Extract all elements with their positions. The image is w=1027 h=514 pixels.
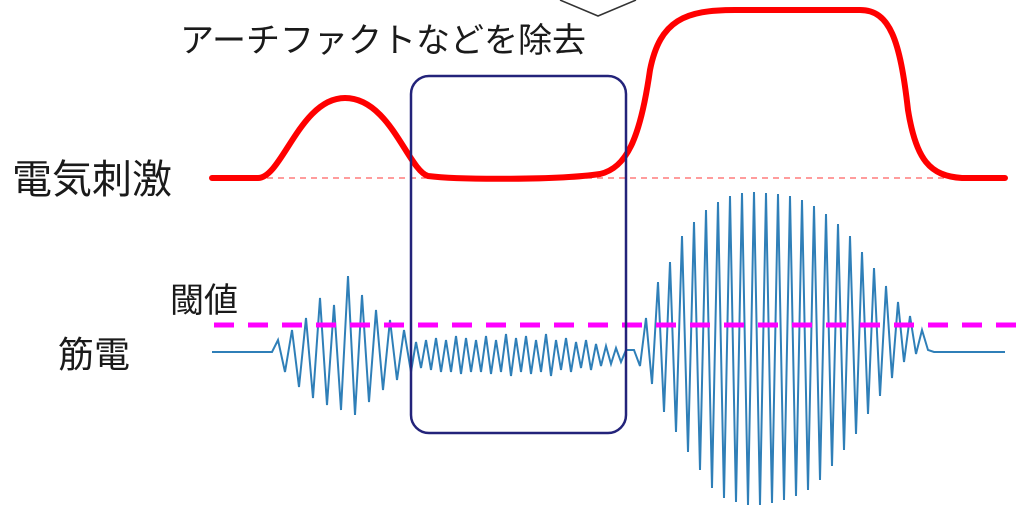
callout-pointer xyxy=(559,0,637,17)
selection-box xyxy=(409,74,628,435)
emg-label: 筋電 xyxy=(58,335,131,376)
threshold-label: 閾値 xyxy=(170,281,238,321)
stimulus-trace xyxy=(209,7,1008,182)
callout-label: アーチファクトなどを除去 xyxy=(180,21,586,61)
stimulus-label: 電気刺激 xyxy=(12,157,172,203)
emg-trace xyxy=(212,191,1005,506)
